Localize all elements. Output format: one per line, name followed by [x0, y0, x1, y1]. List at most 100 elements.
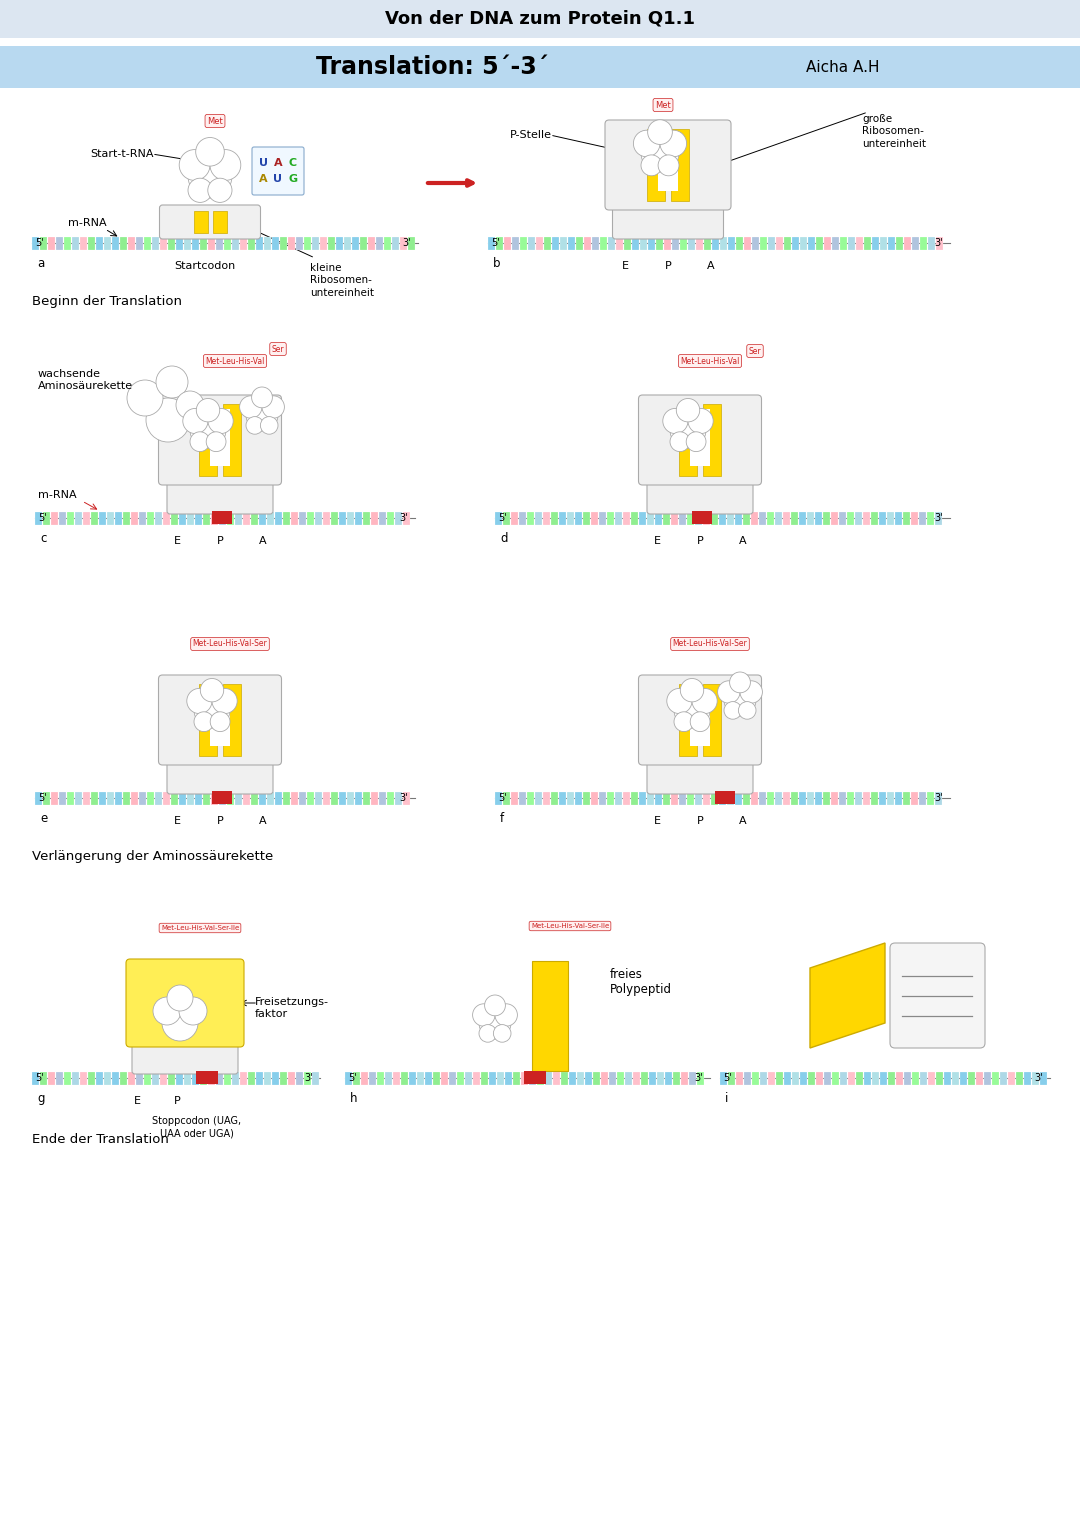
Bar: [199, 405, 217, 476]
Bar: [112, 1072, 119, 1084]
Circle shape: [176, 391, 204, 418]
Circle shape: [208, 408, 233, 434]
Bar: [658, 134, 678, 191]
Bar: [649, 1072, 656, 1084]
Bar: [767, 512, 774, 524]
Bar: [863, 512, 870, 524]
Bar: [863, 791, 870, 805]
Bar: [927, 512, 934, 524]
Circle shape: [674, 712, 693, 731]
Bar: [631, 512, 638, 524]
Bar: [823, 791, 831, 805]
Text: freies
Polypeptid: freies Polypeptid: [610, 968, 672, 997]
Bar: [251, 791, 258, 805]
Text: große
Ribosomen-
untereinheit: große Ribosomen- untereinheit: [862, 115, 926, 148]
Bar: [808, 1072, 815, 1084]
Text: Met-Leu-His-Val-Ser-Ile: Met-Leu-His-Val-Ser-Ile: [161, 925, 239, 931]
Bar: [288, 1072, 295, 1084]
Text: P: P: [217, 536, 224, 547]
Bar: [248, 237, 255, 249]
Bar: [799, 512, 806, 524]
Bar: [647, 128, 665, 202]
Bar: [968, 1072, 975, 1084]
Text: P: P: [217, 815, 224, 826]
Text: Von der DNA zum Protein Q1.1: Von der DNA zum Protein Q1.1: [384, 11, 696, 27]
Bar: [671, 791, 678, 805]
Text: 3': 3': [399, 513, 407, 524]
Bar: [243, 512, 251, 524]
Circle shape: [153, 997, 181, 1025]
Text: Translation: 5´-3´: Translation: 5´-3´: [315, 55, 549, 79]
Bar: [224, 237, 231, 249]
Text: A: A: [739, 536, 746, 547]
Bar: [303, 1072, 311, 1084]
Bar: [912, 237, 919, 249]
Bar: [824, 1072, 831, 1084]
Bar: [213, 211, 227, 234]
Bar: [800, 1072, 807, 1084]
Bar: [433, 1072, 440, 1084]
Bar: [919, 791, 926, 805]
Bar: [312, 237, 319, 249]
Bar: [615, 512, 622, 524]
Bar: [679, 684, 697, 756]
Polygon shape: [810, 944, 885, 1048]
Bar: [984, 1072, 991, 1084]
Circle shape: [207, 179, 232, 203]
Bar: [345, 237, 351, 249]
Bar: [328, 237, 335, 249]
Circle shape: [676, 399, 700, 421]
Bar: [792, 1072, 799, 1084]
FancyBboxPatch shape: [167, 760, 273, 794]
Text: G: G: [288, 174, 298, 183]
Bar: [690, 689, 710, 747]
Bar: [944, 1072, 951, 1084]
Bar: [384, 1072, 392, 1084]
Bar: [888, 237, 895, 249]
Bar: [291, 512, 298, 524]
Bar: [504, 237, 511, 249]
Bar: [711, 791, 718, 805]
Bar: [222, 684, 241, 756]
Bar: [712, 237, 719, 249]
Bar: [1008, 1072, 1015, 1084]
Bar: [679, 512, 686, 524]
Bar: [673, 1072, 680, 1084]
Bar: [687, 791, 694, 805]
Bar: [283, 791, 291, 805]
Circle shape: [666, 689, 692, 713]
Bar: [330, 791, 338, 805]
Bar: [372, 791, 378, 805]
Circle shape: [680, 678, 704, 702]
Bar: [114, 791, 122, 805]
Bar: [360, 237, 367, 249]
Bar: [361, 1072, 368, 1084]
Bar: [777, 1072, 783, 1084]
Bar: [393, 1072, 400, 1084]
Bar: [312, 1072, 319, 1084]
Bar: [264, 237, 271, 249]
Circle shape: [188, 179, 212, 203]
Bar: [299, 791, 306, 805]
Bar: [583, 791, 590, 805]
Text: 3': 3': [694, 1073, 703, 1083]
Bar: [192, 237, 199, 249]
FancyBboxPatch shape: [160, 205, 260, 240]
Circle shape: [717, 681, 740, 704]
Circle shape: [187, 689, 212, 713]
Bar: [656, 237, 663, 249]
Bar: [495, 791, 502, 805]
Bar: [519, 791, 526, 805]
Bar: [735, 791, 742, 805]
Bar: [960, 1072, 967, 1084]
Text: Aicha A.H: Aicha A.H: [806, 60, 879, 75]
Bar: [696, 791, 702, 805]
Bar: [799, 791, 806, 805]
Bar: [719, 512, 726, 524]
Bar: [129, 237, 135, 249]
Bar: [227, 512, 234, 524]
Text: Ser: Ser: [748, 347, 761, 356]
Circle shape: [197, 399, 219, 421]
Bar: [163, 791, 170, 805]
Bar: [584, 237, 591, 249]
